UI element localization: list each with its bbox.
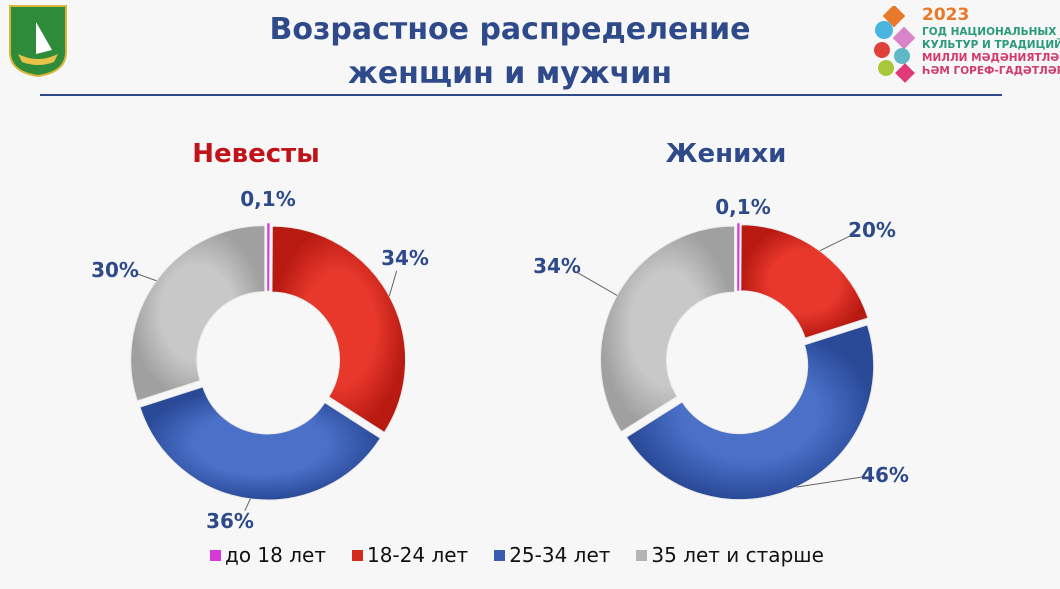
city-coat-of-arms-logo <box>9 5 67 78</box>
brand-line: КУЛЬТУР И ТРАДИЦИЙ <box>922 39 1060 51</box>
legend-swatch <box>636 549 648 561</box>
data-label: 34% <box>381 246 429 270</box>
legend-label: 35 лет и старше <box>651 543 824 567</box>
title-divider <box>40 94 1002 96</box>
brand-line: ГОД НАЦИОНАЛЬНЫХ <box>922 26 1057 38</box>
brand-year: 2023 <box>922 5 970 25</box>
leader-line <box>576 271 618 296</box>
title-line-2: женщин и мужчин <box>347 56 673 91</box>
data-label: 46% <box>861 463 909 487</box>
legend-swatch <box>210 549 221 561</box>
leader-line <box>136 273 157 282</box>
data-label: 0,1% <box>240 187 295 211</box>
data-label: 0,1% <box>715 195 770 219</box>
donut-slice <box>130 225 266 402</box>
legend-label: до 18 лет <box>225 543 326 567</box>
donut-slice <box>737 223 740 291</box>
legend-item: до 18 лет <box>210 543 326 567</box>
data-label: 20% <box>848 218 896 242</box>
chart-title: Женихи <box>666 139 787 169</box>
donut-slice <box>271 225 407 434</box>
data-label: 36% <box>206 509 254 533</box>
donut-slice <box>740 224 869 339</box>
chart-legend: до 18 лет 18-24 лет 25-34 лет 35 лет и стар… <box>210 543 824 567</box>
ornament-icon <box>874 6 916 83</box>
legend-label: 25-34 лет <box>509 543 611 567</box>
data-label: 30% <box>91 258 139 282</box>
year-of-cultures-logo: 2023 ГОД НАЦИОНАЛЬНЫХ КУЛЬТУР И ТРАДИЦИЙ… <box>872 5 1060 84</box>
donut-slice <box>599 225 735 433</box>
legend-item: 25-34 лет <box>494 543 610 567</box>
legend-item: 35 лет и старше <box>636 543 824 567</box>
slide-title: Возрастное распределение женщин и мужчин <box>230 8 790 96</box>
brand-line: МИЛЛИ МӘДӘНИЯТЛӘР <box>922 52 1060 64</box>
legend-label: 18-24 лет <box>366 543 469 567</box>
donut-slice <box>625 324 875 501</box>
leader-line <box>819 234 852 252</box>
title-line-1: Возрастное распределение <box>269 12 751 47</box>
leader-line <box>244 498 251 511</box>
legend-item: 18-24 лет <box>351 543 469 567</box>
legend-swatch <box>494 549 506 561</box>
donut-slice <box>267 223 270 291</box>
leader-line <box>388 270 398 297</box>
brand-line: ҺӘМ ГОРЕФ-ГАДӘТЛӘР ЕЛЫ <box>922 65 1060 77</box>
donut-slice <box>139 386 382 501</box>
chart-title: Невесты <box>192 139 319 169</box>
leader-line <box>796 476 864 488</box>
data-label: 34% <box>533 254 581 278</box>
legend-swatch <box>351 549 363 561</box>
